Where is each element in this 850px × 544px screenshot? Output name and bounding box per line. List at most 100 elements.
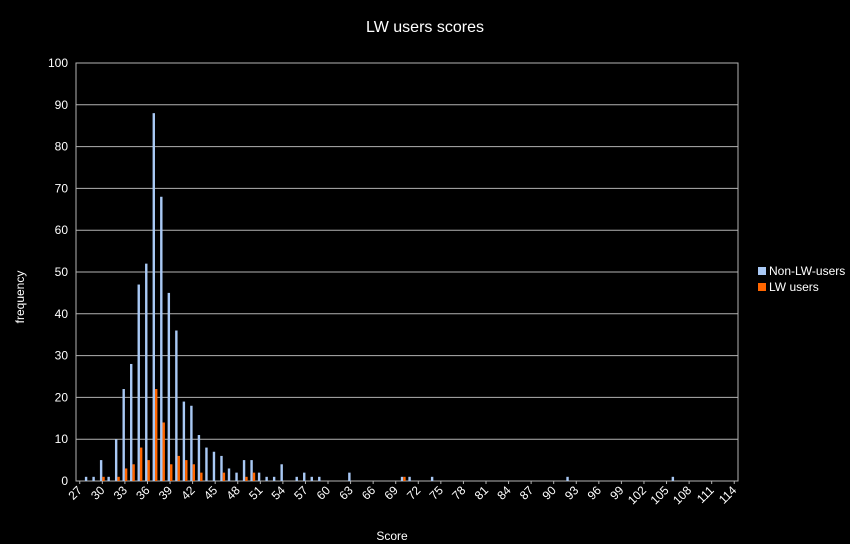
x-tick-label: 51 [246,483,266,503]
bar-lw-users [162,422,165,481]
bar-non-lw-users [220,455,223,481]
x-tick-label: 87 [517,483,537,503]
x-tick-label: 72 [404,483,424,503]
x-tick-label: 114 [716,483,740,507]
x-tick-label: 78 [449,483,469,503]
x-tick-label: 102 [625,483,649,507]
y-tick-label: 20 [55,390,69,404]
bar-non-lw-users [303,472,306,481]
x-tick-label: 90 [539,483,559,503]
y-tick-label: 10 [55,432,69,446]
y-tick-label: 30 [55,349,69,363]
x-tick-label: 66 [359,483,379,503]
bar-non-lw-users [257,472,261,481]
x-tick-label: 39 [156,483,176,503]
bar-non-lw-users [280,464,283,481]
y-tick-label: 70 [55,181,69,195]
x-tick-label: 111 [694,483,717,506]
x-tick-label: 96 [585,483,605,503]
bar-lw-users [117,476,120,481]
legend-item-non-lw-users: Non-LW-users [758,263,845,279]
x-tick-label: 105 [648,483,672,507]
x-tick-label: 60 [314,483,334,503]
bar-lw-users [403,476,406,481]
x-tick-label: 108 [670,483,694,507]
legend-label-non-lw-users: Non-LW-users [769,264,846,278]
legend-label-lw-users: LW users [769,280,819,294]
bar-non-lw-users [107,476,110,481]
x-tick-label: 45 [201,483,221,503]
bar-non-lw-users [99,460,103,481]
bar-non-lw-users [242,460,246,481]
y-tick-label: 50 [55,265,69,279]
bar-non-lw-users [430,476,434,481]
bar-non-lw-users [227,468,231,481]
bar-non-lw-users [408,476,411,481]
x-tick-label: 75 [427,483,447,503]
plot-area-frame [75,62,739,482]
legend-swatch-non-lw-users [758,267,766,275]
x-tick-label: 69 [381,483,401,503]
bar-non-lw-users [318,476,321,481]
bar-non-lw-users [272,476,276,481]
y-tick-label: 80 [55,140,69,154]
x-axis-label: Score [376,529,408,543]
bar-non-lw-users [235,472,238,481]
x-tick-label: 48 [224,483,244,503]
bar-lw-users [185,460,188,481]
bar-non-lw-users [167,292,171,481]
y-tick-label: 60 [55,223,69,237]
bar-non-lw-users [190,405,193,481]
y-tick-label: 90 [55,98,69,112]
bar-lw-users [200,472,203,481]
bar-non-lw-users [400,476,404,481]
bar-lw-users [170,464,173,481]
bar-lw-users [177,455,180,481]
bar-lw-users [132,464,135,481]
bar-non-lw-users [205,447,208,481]
bar-non-lw-users [671,476,675,481]
x-tick-label: 93 [562,483,582,503]
bar-non-lw-users [197,435,201,481]
bar-non-lw-users [137,284,140,481]
bar-non-lw-users [130,363,133,481]
x-tick-label: 84 [494,483,514,503]
bar-non-lw-users [212,451,216,481]
bar-non-lw-users [566,476,569,481]
x-tick-label: 36 [133,483,153,503]
legend-item-lw-users: LW users [758,279,845,295]
bar-non-lw-users [182,401,186,481]
bar-non-lw-users [265,476,268,481]
bar-lw-users [102,476,105,481]
bar-non-lw-users [84,476,88,481]
y-axis-label: frequency [13,270,27,324]
bar-lw-users [222,472,226,481]
x-tick-label: 33 [111,483,131,503]
bar-lw-users [154,389,158,481]
x-tick-label: 99 [607,483,627,503]
x-tick-label: 42 [178,483,198,503]
x-tick-label: 30 [88,483,108,503]
legend-swatch-lw-users [758,283,766,291]
y-tick-label: 100 [48,56,68,70]
bar-non-lw-users [92,476,95,481]
bar-non-lw-users [160,196,163,481]
bar-non-lw-users [114,439,118,481]
bar-non-lw-users [310,476,313,481]
y-tick-label: 0 [61,474,68,488]
bar-non-lw-users [152,113,155,481]
bar-non-lw-users [348,472,351,481]
bar-lw-users [245,476,248,481]
x-tick-label: 27 [66,483,86,503]
chart-title: LW users scores [366,19,484,36]
bar-non-lw-users [145,263,148,481]
y-tick-label: 40 [55,307,69,321]
x-tick-label: 63 [336,483,356,503]
x-tick-label: 54 [269,483,289,503]
bar-non-lw-users [122,389,125,481]
bar-lw-users [252,472,256,481]
bar-lw-users [192,464,196,481]
bar-lw-users [124,468,128,481]
bar-non-lw-users [175,330,178,481]
